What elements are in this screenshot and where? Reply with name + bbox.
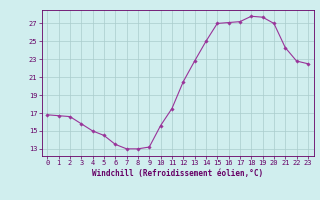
X-axis label: Windchill (Refroidissement éolien,°C): Windchill (Refroidissement éolien,°C) <box>92 169 263 178</box>
